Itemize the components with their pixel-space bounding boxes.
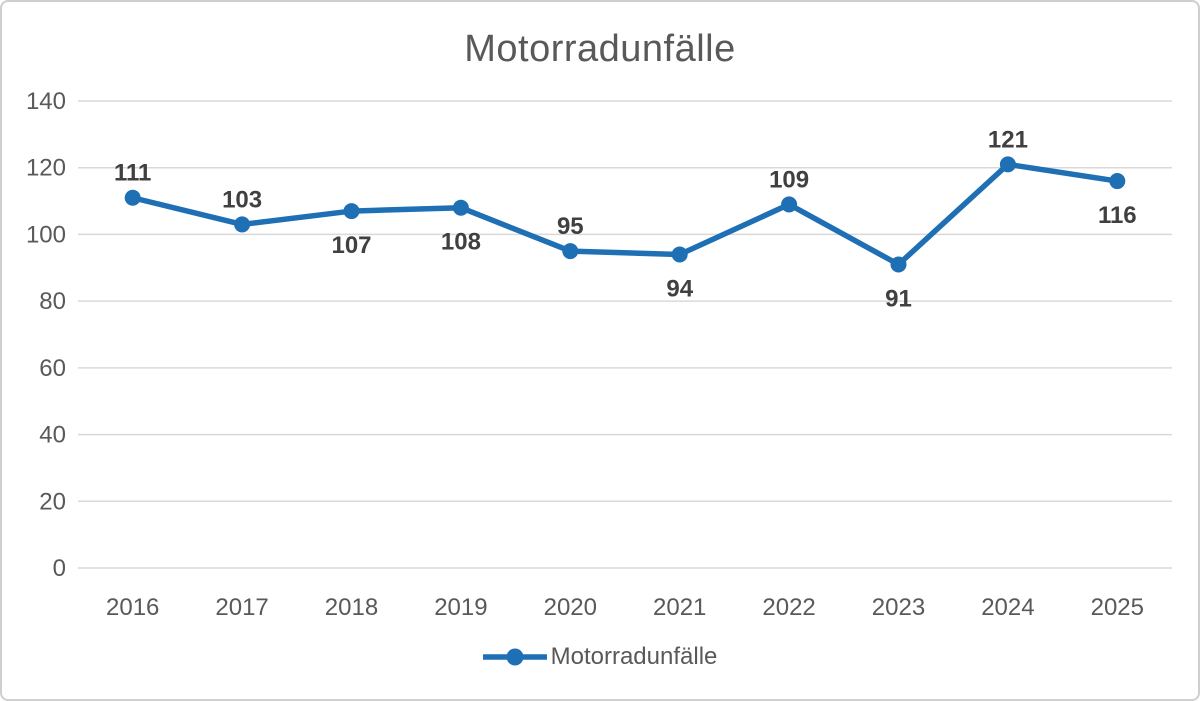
chart-title: Motorradunfälle: [464, 28, 736, 70]
x-tick-label: 2017: [215, 594, 268, 621]
x-tick-label: 2024: [981, 594, 1034, 621]
x-tick-label: 2019: [434, 594, 487, 621]
data-point-marker: [562, 243, 579, 260]
data-point-marker: [452, 199, 469, 216]
data-point-marker: [1109, 173, 1126, 190]
x-tick-label: 2023: [872, 594, 925, 621]
data-label: 95: [557, 213, 584, 240]
data-label: 116: [1098, 202, 1137, 229]
y-tick-label: 100: [26, 221, 66, 248]
y-tick-label: 60: [39, 355, 66, 382]
data-label: 107: [331, 232, 371, 259]
data-point-marker: [234, 216, 251, 233]
y-tick-label: 0: [53, 555, 66, 582]
data-point-marker: [781, 196, 798, 213]
data-point-marker: [890, 256, 907, 273]
x-tick-label: 2025: [1091, 594, 1144, 621]
series-line: [129, 161, 1121, 268]
data-label: 103: [222, 186, 262, 213]
data-label: 109: [769, 166, 809, 193]
y-tick-label: 40: [39, 422, 66, 449]
y-tick-label: 140: [26, 88, 66, 115]
data-point-marker: [999, 156, 1016, 173]
data-label: 108: [441, 229, 481, 256]
legend-label: Motorradunfälle: [550, 643, 718, 670]
x-tick-label: 2021: [653, 594, 706, 621]
x-tick-label: 2016: [106, 594, 159, 621]
data-point-marker: [124, 189, 141, 206]
y-tick-label: 20: [39, 488, 66, 515]
data-label: 91: [885, 285, 912, 312]
data-label: 111: [114, 160, 151, 187]
data-label: 121: [988, 126, 1028, 153]
legend-marker: [506, 648, 524, 666]
x-tick-label: 2018: [325, 594, 378, 621]
data-point-marker: [343, 203, 360, 220]
y-tick-label: 80: [39, 288, 66, 315]
legend: Motorradunfälle: [2, 643, 1198, 671]
data-point-marker: [671, 246, 688, 263]
data-label: 94: [666, 275, 693, 302]
x-tick-label: 2020: [544, 594, 597, 621]
x-tick-label: 2022: [762, 594, 815, 621]
y-tick-label: 120: [26, 155, 66, 182]
legend-line-marker-icon: [480, 647, 549, 667]
